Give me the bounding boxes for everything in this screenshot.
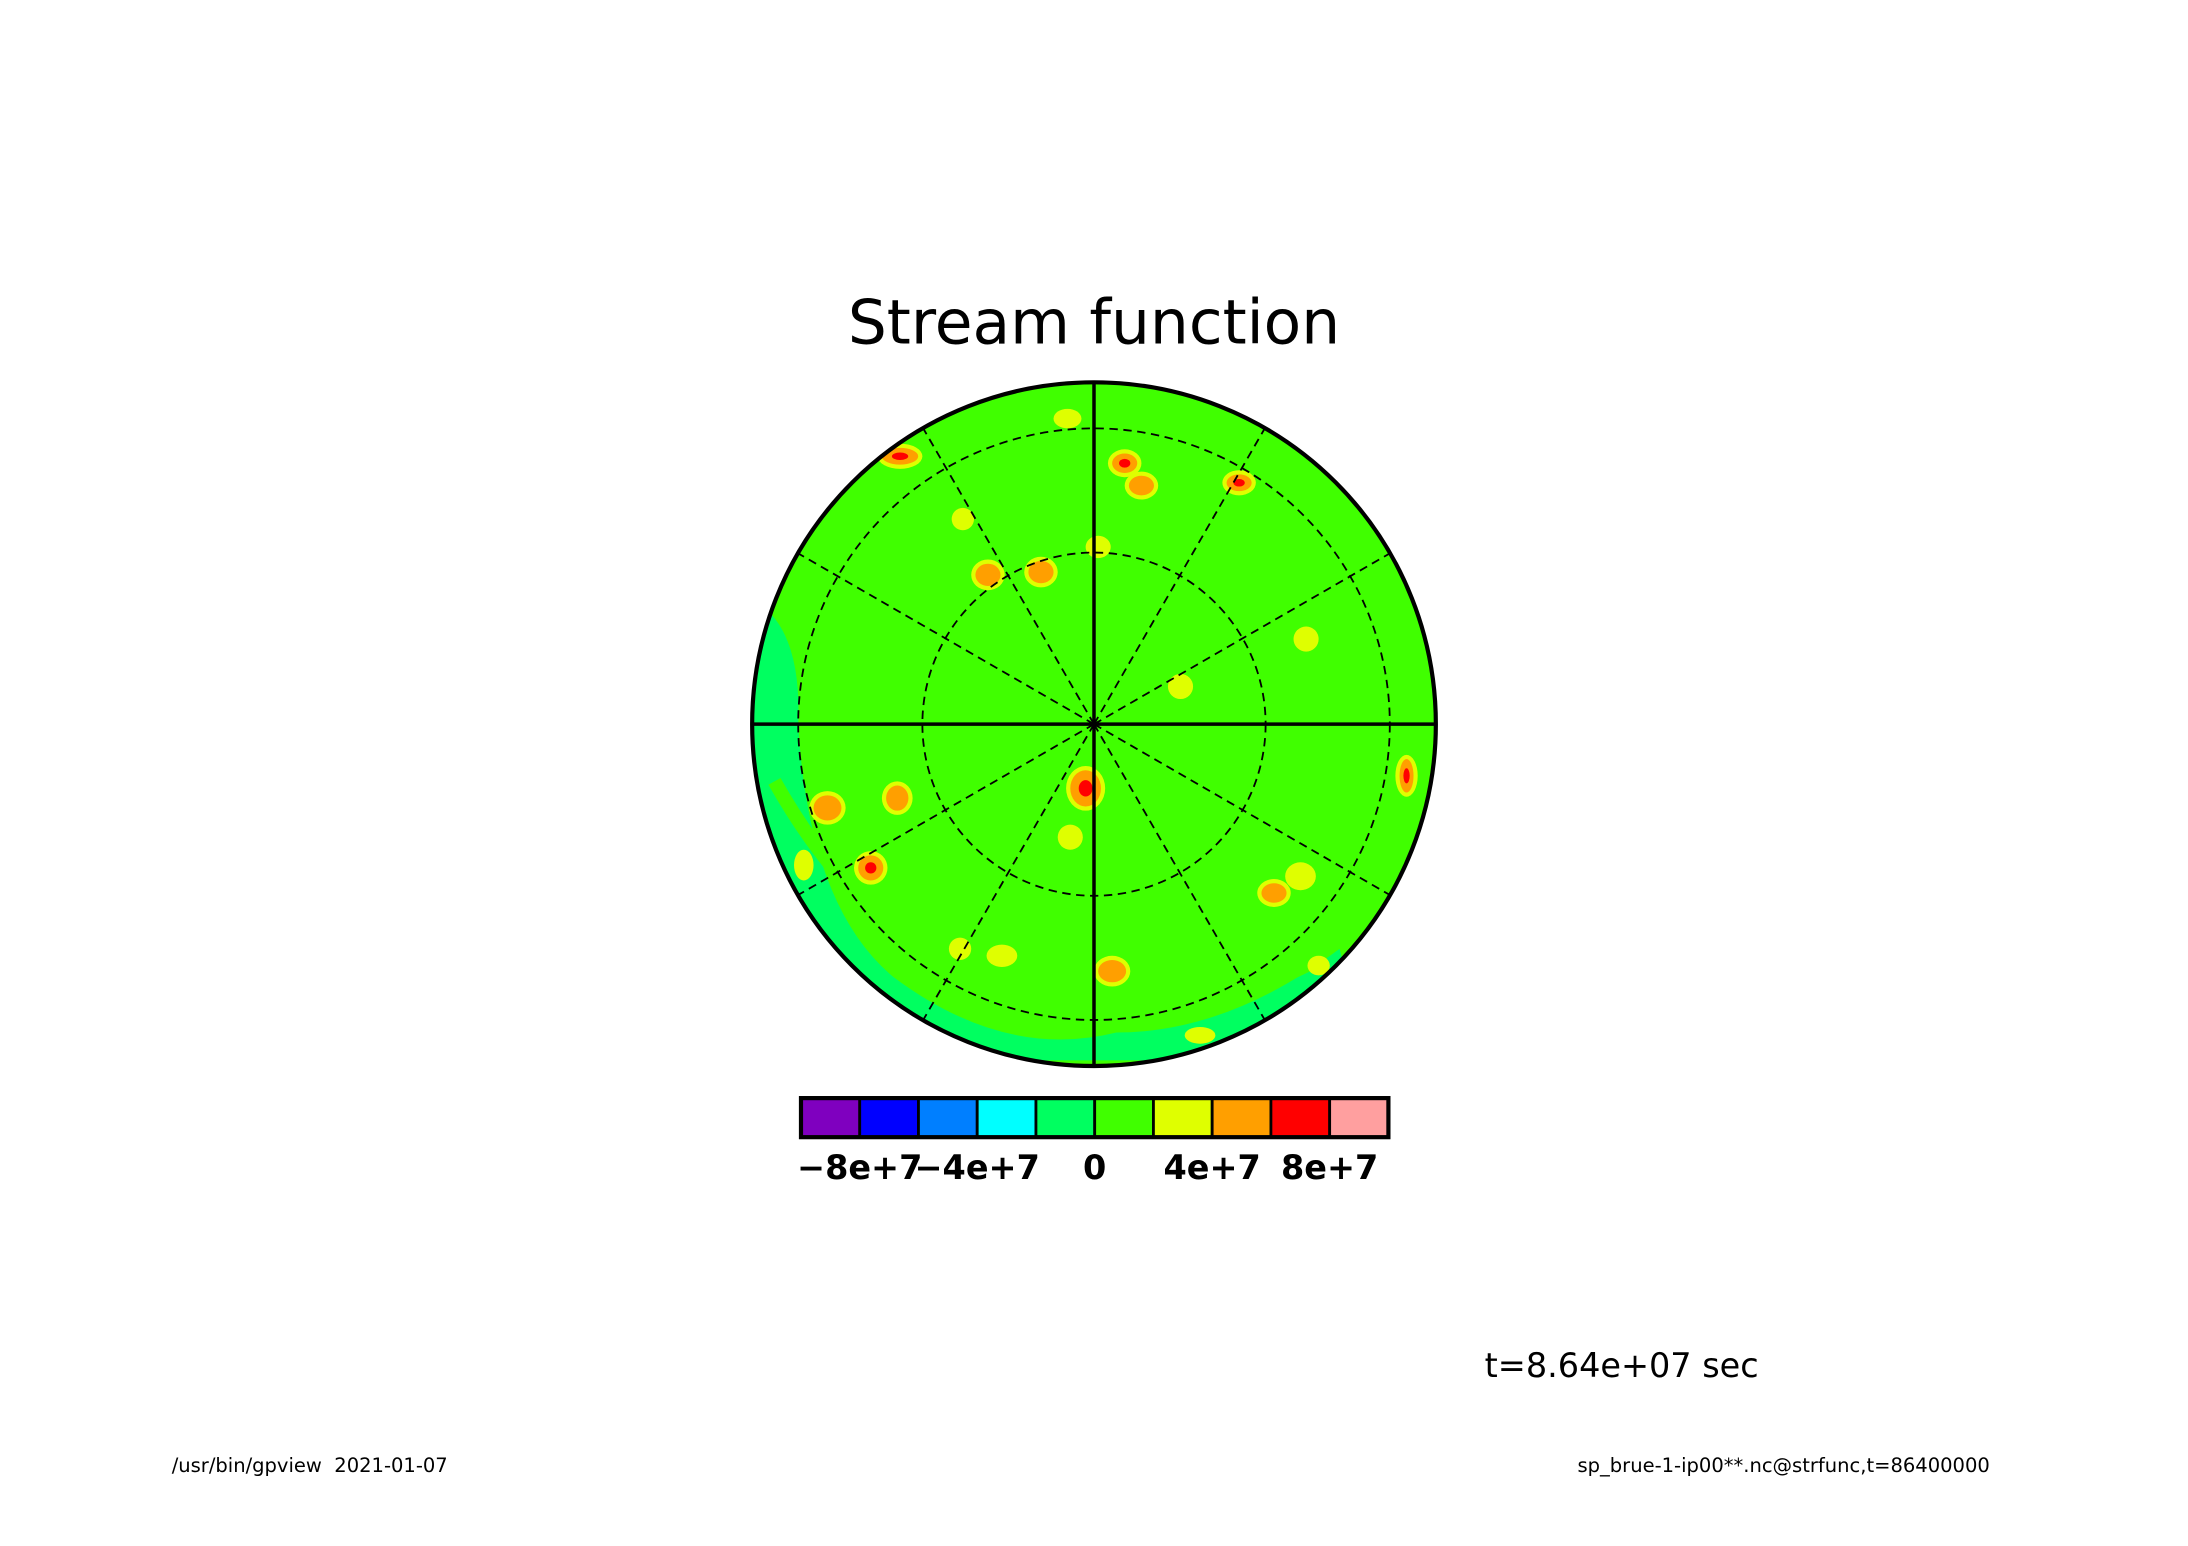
colorbar-frame [798,1096,1391,1140]
colorbar-box [917,1096,979,1139]
meridian [1093,723,1266,1021]
colorbar-box [1210,1096,1273,1139]
colorbar-box [1328,1096,1390,1139]
contour-blob [1078,780,1093,797]
contour-blob [1057,824,1083,850]
contour-blob [1184,1026,1216,1044]
contour-blob [1307,955,1330,976]
meridian [1093,552,1391,725]
colorbar-box [975,1096,1038,1139]
footer-left: /usr/bin/gpview 2021-01-07 [172,1454,448,1477]
contour-blob [1098,959,1127,983]
map-grid [750,380,1438,1069]
contour-blob [1403,768,1410,784]
colorbar-tick-label: −8e+7 [797,1148,922,1187]
colorbar-box [1093,1096,1155,1139]
meridian [922,723,1095,1021]
contour-blob [1028,560,1054,584]
map-boundary [750,380,1438,1069]
contour-blob [1053,408,1082,429]
colorbar-box [1034,1096,1097,1139]
contour-blob [1119,458,1131,468]
colorbar-tick-label: −4e+7 [915,1148,1040,1187]
contour-blob [975,563,1001,587]
annotation: t=8.64e+07 sec [1485,1346,1759,1385]
footer-right: sp_brue-1-ip00**.nc@strfunc,t=86400000 [1577,1454,1989,1477]
contour-blob [865,862,877,874]
meridian [797,723,1095,896]
meridian [1093,427,1266,725]
contour-blob [1167,673,1194,700]
contour-blob [886,785,909,811]
colorbar-tick-label: 4e+7 [1164,1148,1261,1187]
contour-blob [794,849,814,881]
colorbar-box [858,1096,920,1139]
contour-blob [1085,535,1111,559]
contour-blob [1233,479,1245,487]
contour-blob [813,795,842,821]
contour-blob [1285,862,1316,891]
colorbar-box [799,1096,862,1139]
contour-blob [891,452,909,461]
contour-blob [1261,883,1287,903]
meridian [922,427,1095,725]
meridian [1093,723,1391,896]
contour-blob [948,937,972,960]
meridian [797,552,1095,725]
colorbar-tick-label: 0 [1083,1148,1106,1187]
contour-blob [986,944,1018,967]
contour-blob [1293,626,1319,652]
contour-blob [1128,475,1154,496]
chart-title: Stream function [848,288,1340,359]
colorbar-box [1269,1096,1332,1139]
colorbar-box [1152,1096,1214,1139]
colorbar-tick-label: 8e+7 [1281,1148,1378,1187]
contour-blob [951,507,975,531]
